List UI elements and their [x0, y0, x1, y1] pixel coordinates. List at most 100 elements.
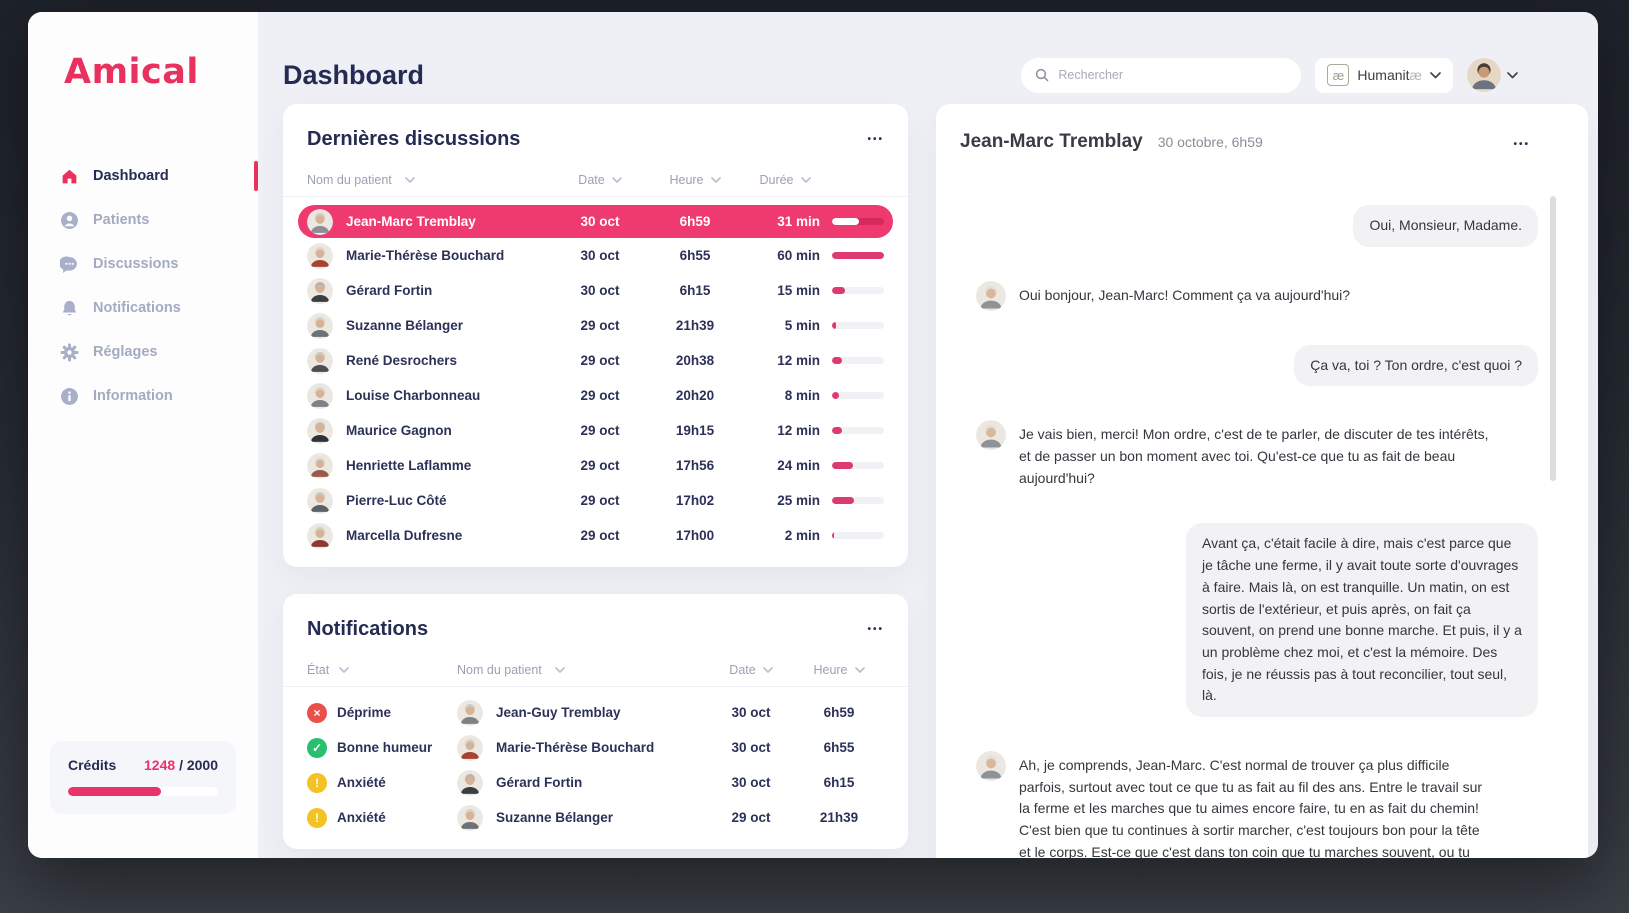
duration-bar	[832, 497, 884, 504]
discussions-rows: Jean-Marc Tremblay 30 oct 6h59 31 min Marie-…	[283, 197, 908, 567]
column-header-heure[interactable]: Heure	[640, 173, 750, 187]
chat-message-text: Ah, je comprends, Jean-Marc. C'est norma…	[1019, 756, 1483, 858]
patient-name-cell: Marcella Dufresne	[307, 522, 560, 549]
gear-icon	[60, 343, 79, 362]
credits-label: Crédits	[68, 757, 117, 773]
assistant-avatar	[976, 750, 1006, 781]
discussion-row[interactable]: René Desrochers 29 oct 20h38 12 min	[307, 343, 884, 378]
column-header-date[interactable]: Date	[708, 663, 794, 677]
app-window: Amical Dashboard Patients Discussions Notif…	[28, 12, 1598, 858]
duration-bar-track	[832, 532, 884, 539]
column-header-heure[interactable]: Heure	[794, 663, 884, 677]
status-label: Déprime	[337, 705, 392, 720]
column-header-date[interactable]: Date	[560, 173, 640, 187]
notifications-menu-button[interactable]: •••	[867, 624, 884, 635]
sort-chevron-icon	[800, 176, 811, 183]
duration-bar-track	[832, 427, 884, 434]
sidebar-item-patients[interactable]: Patients	[28, 198, 258, 242]
date-cell: 29 oct	[580, 353, 620, 368]
sidebar-item-label: Information	[93, 388, 173, 404]
date-cell: 29 oct	[580, 318, 620, 333]
search-bar[interactable]	[1021, 57, 1302, 93]
topbar: Dashboard æ Humanitæ	[283, 12, 1588, 104]
patient-name-cell: Louise Charbonneau	[307, 382, 560, 409]
date-cell: 30 oct	[731, 705, 771, 720]
status-cell: ! Anxiété	[307, 772, 457, 793]
time-cell: 6h55	[679, 248, 711, 263]
discussion-row[interactable]: Henriette Laflamme 29 oct 17h56 24 min	[307, 448, 884, 483]
duration-bar-track	[832, 392, 884, 399]
chat-scrollbar[interactable]	[1550, 196, 1556, 481]
time-cell: 17h00	[675, 528, 715, 543]
discussion-row[interactable]: Gérard Fortin 30 oct 6h15 15 min	[307, 273, 884, 308]
patient-name: Maurice Gagnon	[346, 423, 452, 438]
notifications-title: Notifications	[307, 618, 429, 640]
duration-bar-fill	[832, 427, 843, 434]
column-header-label: Heure	[669, 172, 704, 187]
chat-message-outgoing: Ça va, toi ? Ton ordre, c'est quoi ?	[976, 344, 1538, 387]
notifications-rows: × Déprime Jean-Guy Tremblay 30 oct 6h59 ✓ Bonn…	[283, 687, 908, 849]
patient-name-cell: Suzanne Bélanger	[457, 804, 708, 831]
bell-icon	[60, 299, 79, 318]
chat-message-bubble: Ça va, toi ? Ton ordre, c'est quoi ?	[1294, 344, 1538, 387]
discussion-row[interactable]: Suzanne Bélanger 29 oct 21h39 5 min	[307, 308, 884, 343]
discussion-row[interactable]: Jean-Marc Tremblay 30 oct 6h59 31 min	[298, 205, 893, 238]
discussion-row[interactable]: Louise Charbonneau 29 oct 20h20 8 min	[307, 378, 884, 413]
patient-avatar	[307, 487, 333, 514]
patient-name-cell: Pierre-Luc Côté	[307, 487, 560, 514]
discussion-row[interactable]: Pierre-Luc Côté 29 oct 17h02 25 min	[307, 483, 884, 518]
discussion-row[interactable]: Maurice Gagnon 29 oct 19h15 12 min	[307, 413, 884, 448]
language-selector[interactable]: æ Humanitæ	[1315, 57, 1453, 93]
column-header-nom-du-patient[interactable]: Nom du patient	[457, 663, 708, 677]
duration-bar-track	[832, 462, 884, 469]
time-cell: 6h59	[823, 705, 855, 720]
discussions-column-headers: Nom du patient Date Heure Durée	[283, 171, 908, 197]
sidebar-item-discussions[interactable]: Discussions	[28, 242, 258, 286]
column-header-label: Nom du patient	[307, 172, 392, 187]
main-area: Dashboard æ Humanitæ	[258, 12, 1598, 858]
sidebar-item-réglages[interactable]: Réglages	[28, 330, 258, 374]
user-menu[interactable]	[1467, 58, 1518, 92]
column-header-état[interactable]: État	[307, 663, 457, 677]
sidebar-item-information[interactable]: Information	[28, 374, 258, 418]
column-header-label: Durée	[759, 172, 794, 187]
sidebar-item-notifications[interactable]: Notifications	[28, 286, 258, 330]
notification-row[interactable]: ✓ Bonne humeur Marie-Thérèse Bouchard 30 oc…	[307, 730, 884, 765]
discussion-row[interactable]: Marie-Thérèse Bouchard 30 oct 6h55 60 min	[307, 238, 884, 273]
time-cell: 17h56	[675, 458, 715, 473]
sort-chevron-icon	[404, 176, 415, 183]
chat-header: Jean-Marc Tremblay 30 octobre, 6h59 •••	[936, 104, 1588, 153]
credits-progress-fill	[68, 787, 161, 796]
chat-message-outgoing: Avant ça, c'était facile à dire, mais c'…	[976, 523, 1538, 717]
patient-name: René Desrochers	[346, 353, 458, 368]
sidebar-item-label: Réglages	[93, 344, 158, 360]
column-header-nom-du-patient[interactable]: Nom du patient	[307, 173, 560, 187]
discussions-title: Dernières discussions	[307, 128, 521, 150]
app-logo: Amical	[64, 52, 199, 92]
date-cell: 29 oct	[731, 810, 771, 825]
duration-bar-fill	[832, 532, 834, 539]
sidebar-item-dashboard[interactable]: Dashboard	[28, 154, 258, 198]
notification-row[interactable]: ! Anxiété Gérard Fortin 30 oct 6h15	[307, 765, 884, 800]
notification-row[interactable]: × Déprime Jean-Guy Tremblay 30 oct 6h59	[307, 695, 884, 730]
column-header-durée[interactable]: Durée	[750, 173, 820, 187]
date-cell: 30 oct	[580, 283, 620, 298]
patient-name-cell: Gérard Fortin	[457, 769, 708, 796]
patient-name: Marcella Dufresne	[346, 528, 463, 543]
duration-bar	[832, 462, 884, 469]
patient-name: Pierre-Luc Côté	[346, 493, 447, 508]
status-warning-icon: !	[307, 772, 327, 793]
notification-row[interactable]: ! Anxiété Suzanne Bélanger 29 oct 21h39	[307, 800, 884, 835]
chat-menu-button[interactable]: •••	[1513, 139, 1530, 150]
search-input[interactable]	[1058, 68, 1288, 82]
column-header-label: Date	[578, 172, 605, 187]
date-cell: 29 oct	[580, 388, 620, 403]
assistant-avatar	[976, 280, 1006, 311]
discussion-row[interactable]: Marcella Dufresne 29 oct 17h00 2 min	[307, 518, 884, 553]
patient-name: Suzanne Bélanger	[496, 810, 614, 825]
time-cell: 6h59	[679, 214, 711, 229]
patients-icon	[60, 211, 79, 230]
discussions-menu-button[interactable]: •••	[867, 134, 884, 145]
info-icon	[60, 387, 79, 406]
date-cell: 29 oct	[580, 458, 620, 473]
